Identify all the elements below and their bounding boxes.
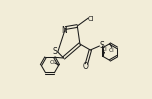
Text: S: S <box>99 40 104 50</box>
Text: Cl: Cl <box>109 48 115 53</box>
Text: S: S <box>52 47 57 56</box>
Text: O: O <box>83 62 88 71</box>
Text: N: N <box>62 26 67 35</box>
Text: Cl: Cl <box>49 60 55 65</box>
Text: Cl: Cl <box>88 17 94 22</box>
Text: Cl: Cl <box>102 47 107 52</box>
